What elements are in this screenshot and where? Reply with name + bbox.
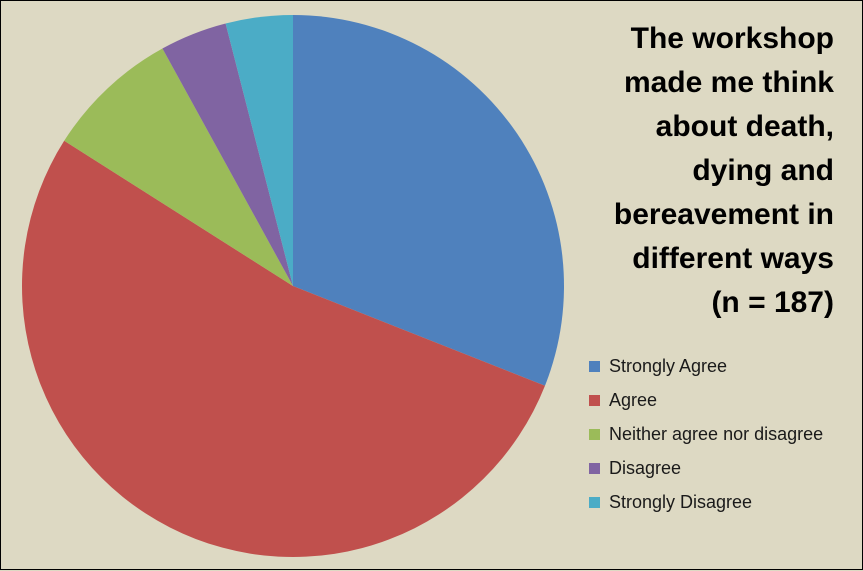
pie-slice-neither-agree-nor-disagree: [64, 48, 293, 286]
legend-swatch: [589, 428, 600, 440]
chart-title-line: (n = 187): [711, 286, 834, 319]
chart-title-line: different ways: [632, 242, 834, 275]
legend-swatch: [589, 462, 600, 474]
chart-title-line: about death,: [655, 110, 834, 143]
pie-slice-disagree: [162, 23, 293, 286]
legend-swatch: [589, 360, 600, 372]
legend-swatch: [589, 496, 600, 508]
legend-label: Agree: [609, 389, 658, 410]
legend-item: Strongly Agree: [589, 349, 823, 383]
legend-label: Disagree: [609, 457, 682, 478]
legend-label: Strongly Disagree: [609, 491, 753, 512]
pie-slice-agree: [21, 140, 545, 558]
pie-slice-strongly-agree: [293, 15, 564, 386]
legend-item: Disagree: [589, 451, 823, 485]
legend-item: Neither agree nor disagree: [589, 417, 823, 451]
legend-item: Agree: [589, 383, 823, 417]
pie-slice-strongly-disagree: [225, 15, 293, 286]
legend: Strongly Agree Agree Neither agree nor dis…: [589, 349, 823, 519]
chart-title-line: dying and: [692, 154, 834, 187]
legend-label: Strongly Agree: [609, 355, 728, 376]
legend-swatch: [589, 394, 600, 406]
chart-title-line: made me think: [623, 66, 834, 99]
legend-item: Strongly Disagree: [589, 485, 823, 519]
chart-title-line: The workshop: [630, 22, 834, 55]
legend-label: Neither agree nor disagree: [609, 423, 824, 444]
chart-title-line: bereavement in: [613, 198, 834, 231]
chart-title: The workshop made me think about death, dyi…: [534, 17, 834, 325]
